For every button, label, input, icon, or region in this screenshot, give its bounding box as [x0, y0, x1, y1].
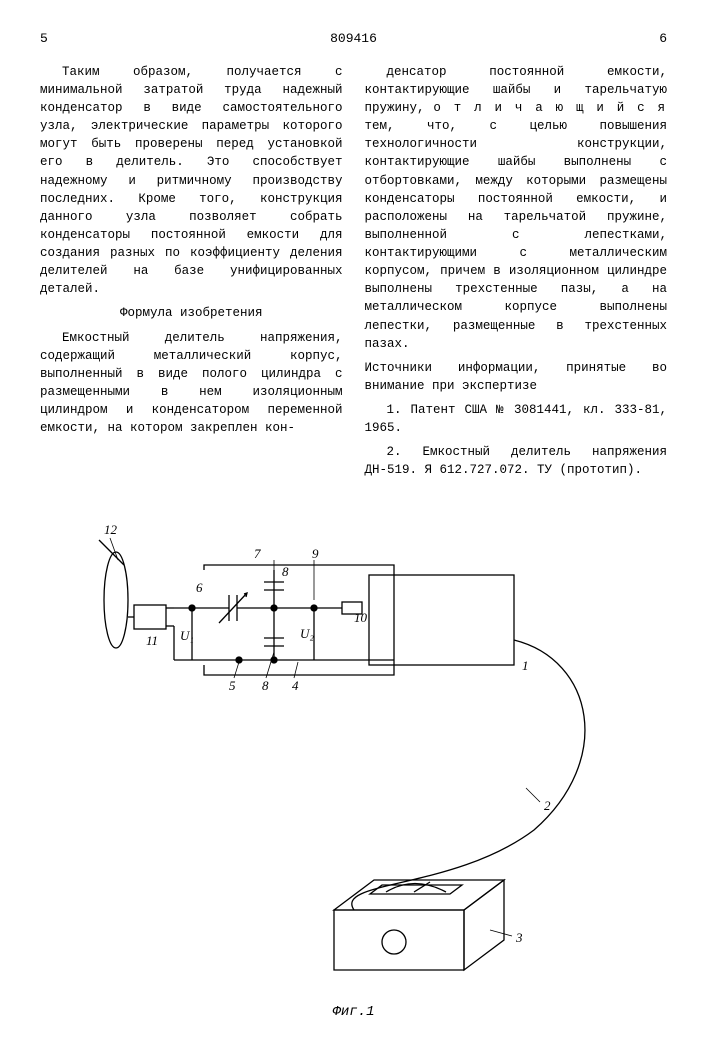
column-left: Таким образом, получается с минимальной … [40, 63, 343, 486]
reference-2: 2. Емкостный делитель напряжения ДН-519.… [365, 443, 668, 479]
formula-title: Формула изобретения [40, 304, 343, 322]
diagram-svg: 12 11 6 U₁ 7 8 8 9 U₂ 10 1 5 4 2 3 [74, 510, 634, 990]
text-columns: Таким образом, получается с минимальной … [40, 63, 667, 486]
circuit-diagram: 12 11 6 U₁ 7 8 8 9 U₂ 10 1 5 4 2 3 Фиг.1 [40, 510, 667, 1022]
label-8b: 8 [262, 678, 269, 693]
page-num-right: 6 [659, 30, 667, 49]
label-8a: 8 [282, 564, 289, 579]
label-2: 2 [544, 798, 551, 813]
page-header: 5 809416 6 [40, 30, 667, 49]
patent-number: 809416 [48, 30, 659, 49]
label-3: 3 [515, 930, 523, 945]
label-12: 12 [104, 522, 118, 537]
label-1: 1 [522, 658, 529, 673]
label-6: 6 [196, 580, 203, 595]
label-11: 11 [146, 633, 158, 648]
label-9: 9 [312, 546, 319, 561]
column-right: денсатор постоянной емкости, контактирую… [365, 63, 668, 486]
label-4: 4 [292, 678, 299, 693]
col2-p1: денсатор постоянной емкости, контактирую… [365, 63, 668, 353]
figure-label: Фиг.1 [40, 1002, 667, 1022]
page-num-left: 5 [40, 30, 48, 49]
label-5: 5 [229, 678, 236, 693]
label-7: 7 [254, 546, 261, 561]
label-10: 10 [354, 610, 368, 625]
label-u1: U₁ [180, 628, 194, 643]
col1-p1: Таким образом, получается с минимальной … [40, 63, 343, 299]
reference-1: 1. Патент США № 3081441, кл. 333-81, 196… [365, 401, 668, 437]
col1-p2: Емкостный делитель напряжения, содержащи… [40, 329, 343, 438]
sources-title: Источники информации, принятые во вниман… [365, 359, 668, 395]
label-u2: U₂ [300, 626, 314, 641]
